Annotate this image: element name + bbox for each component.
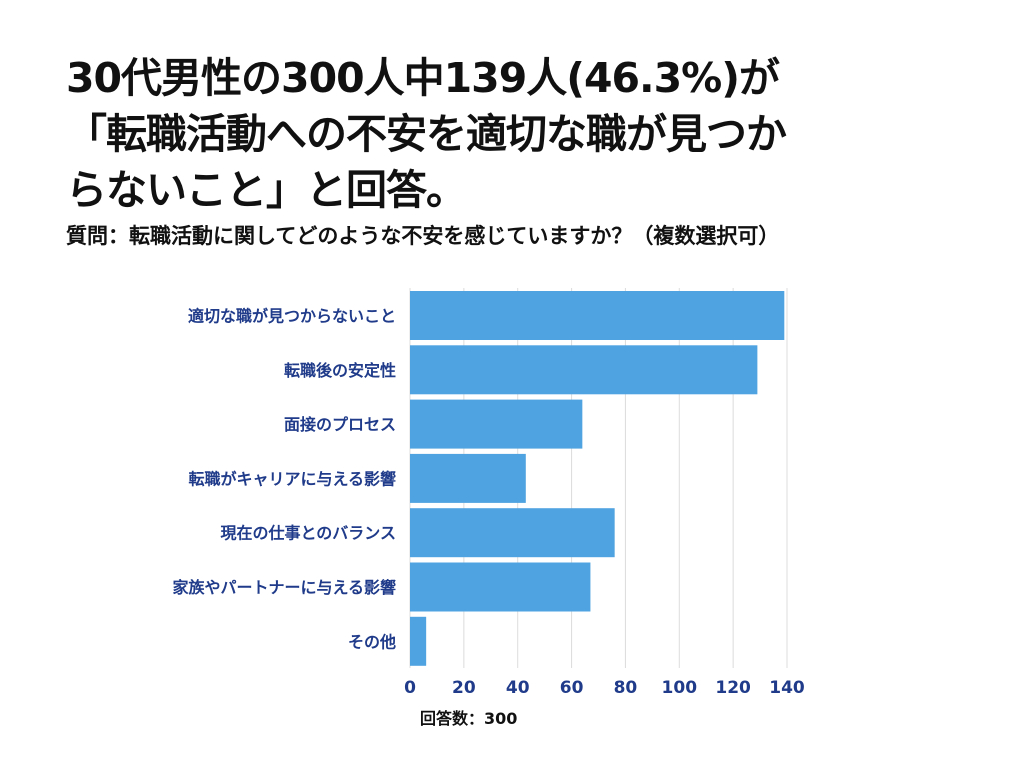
- bar: [410, 616, 427, 666]
- category-label: 適切な職が見つからないこと: [188, 307, 396, 326]
- x-tick-label: 140: [769, 678, 805, 698]
- bar: [410, 453, 526, 503]
- category-label: 転職後の安定性: [284, 361, 396, 380]
- response-count: 回答数：300: [420, 709, 518, 728]
- x-tick-label: 20: [452, 678, 476, 698]
- survey-question: 質問：転職活動に関してどのような不安を感じていますか？（複数選択可）: [66, 224, 780, 248]
- x-axis-ticks: 0 20 40 60 80 100 120 140: [404, 678, 805, 698]
- x-tick-label: 40: [506, 678, 530, 698]
- bar: [410, 291, 785, 340]
- x-tick-label: 80: [614, 678, 638, 698]
- page-title: 30代男性の300人中139人(46.3%)が 「転職活動への不安を適切な職が見…: [66, 54, 787, 214]
- bar-chart: 適切な職が見つからないこと転職後の安定性面接のプロセス転職がキャリアに与える影響…: [172, 288, 805, 698]
- x-tick-label: 60: [560, 678, 584, 698]
- bar: [410, 508, 615, 558]
- category-label: 現在の仕事とのバランス: [220, 524, 396, 543]
- x-tick-label: 0: [404, 678, 416, 698]
- category-label: その他: [348, 632, 396, 651]
- category-labels: 適切な職が見つからないこと転職後の安定性面接のプロセス転職がキャリアに与える影響…: [172, 307, 396, 652]
- category-label: 家族やパートナーに与える影響: [172, 578, 396, 597]
- bar: [410, 399, 583, 449]
- x-tick-label: 100: [662, 678, 698, 698]
- bar: [410, 345, 758, 395]
- bars: [410, 291, 785, 666]
- x-tick-label: 120: [715, 678, 751, 698]
- category-label: 転職がキャリアに与える影響: [188, 469, 396, 488]
- category-label: 面接のプロセス: [284, 415, 396, 434]
- bar: [410, 562, 591, 612]
